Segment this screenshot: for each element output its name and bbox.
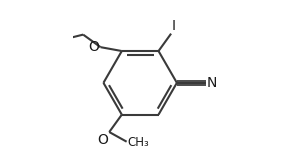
Text: O: O xyxy=(88,40,99,54)
Text: I: I xyxy=(172,19,176,33)
Text: N: N xyxy=(207,76,218,90)
Text: O: O xyxy=(97,133,108,147)
Text: CH₃: CH₃ xyxy=(128,136,149,149)
